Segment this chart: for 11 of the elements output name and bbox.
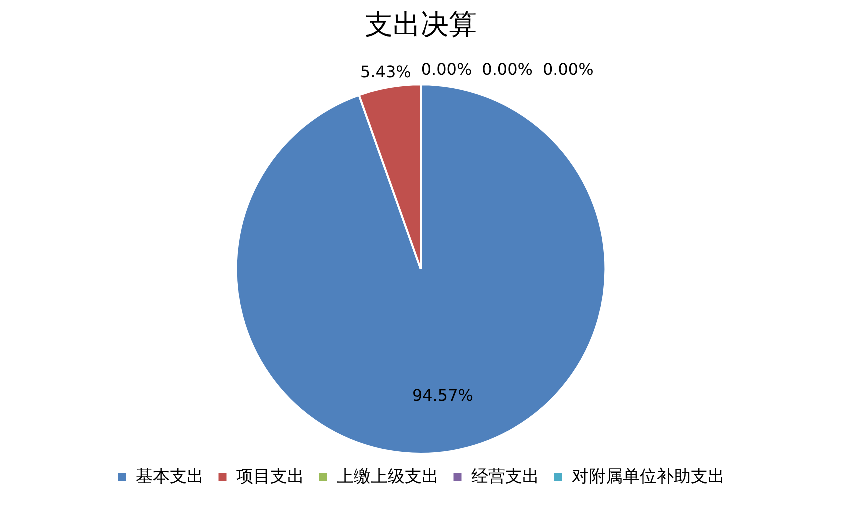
data-label: 5.43% xyxy=(360,62,412,82)
legend-label: 项目支出 xyxy=(236,466,304,487)
data-label: 94.57% xyxy=(412,386,474,405)
text: 0.00% xyxy=(482,60,533,79)
legend-label: 基本支出 xyxy=(136,466,204,487)
legend-label: 对附属单位补助支出 xyxy=(572,466,725,487)
text: 0.00% xyxy=(542,60,594,79)
chart-title: 支出决算 xyxy=(365,8,477,42)
legend-label: 经营支出 xyxy=(471,466,540,487)
legend-label: 上缴上级支出 xyxy=(336,466,439,487)
text: 0.00% xyxy=(421,60,472,79)
